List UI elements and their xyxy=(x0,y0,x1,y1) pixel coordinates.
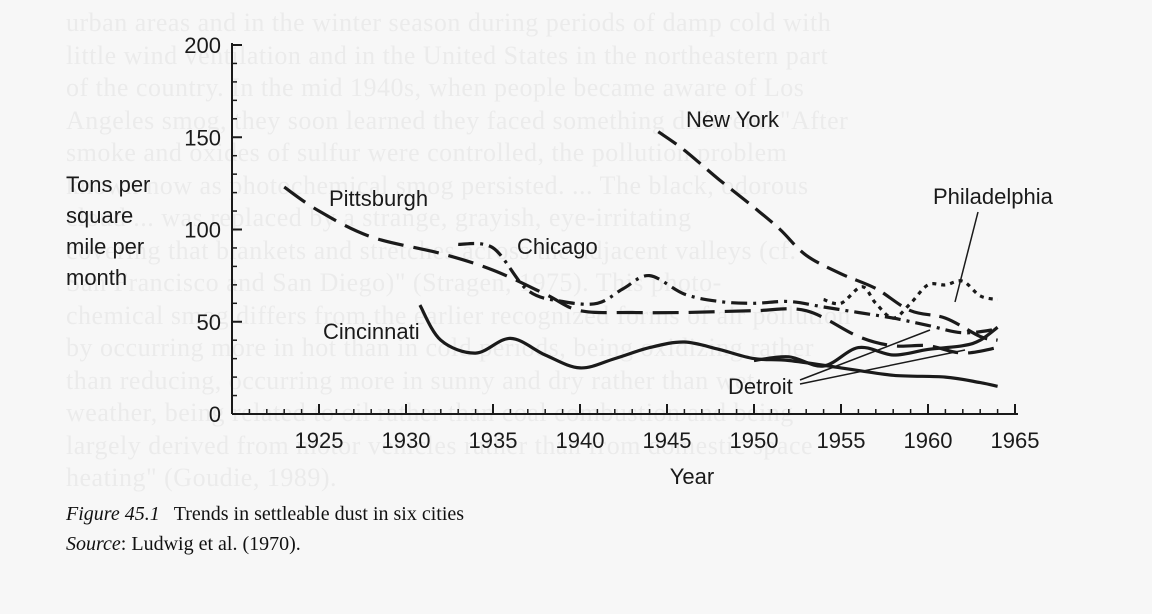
series-line-detroit xyxy=(753,326,999,368)
series-label-new-york: New York xyxy=(686,107,780,132)
figure-label: Figure 45.1 xyxy=(66,503,160,525)
series-line-philadelphia xyxy=(823,279,998,320)
series-line-cincinnati xyxy=(418,304,998,388)
x-tick-label: 1930 xyxy=(382,428,431,453)
chart-backdrop xyxy=(0,0,1152,500)
x-axis-title: Year xyxy=(670,464,714,489)
y-axis-title-line: mile per xyxy=(66,234,144,259)
detroit-leader-line-lower xyxy=(799,349,966,385)
y-axis-title-line: Tons per xyxy=(66,172,150,197)
labels-layer: New York Pittsburgh Chicago Philadelphia Cin… xyxy=(323,107,1054,399)
y-tick-label: 100 xyxy=(184,218,221,243)
series-line-pittsburgh xyxy=(283,185,998,355)
x-tick-label: 1945 xyxy=(643,428,692,453)
series-line-new-york xyxy=(657,130,998,342)
y-tick-label: 200 xyxy=(184,33,221,58)
x-tick-label: 1965 xyxy=(991,428,1040,453)
y-axis-title-line: month xyxy=(66,265,127,290)
series-line-chicago xyxy=(458,241,998,335)
series-label-pittsburgh: Pittsburgh xyxy=(329,186,428,211)
x-tick-label: 1925 xyxy=(295,428,344,453)
series-label-philadelphia: Philadelphia xyxy=(933,184,1054,209)
y-tick-label: 150 xyxy=(184,125,221,150)
figure-source: Source: Ludwig et al. (1970). xyxy=(66,533,301,556)
y-tick-label: 0 xyxy=(209,402,221,427)
y-tick-label: 50 xyxy=(197,310,221,335)
x-tick-label: 1935 xyxy=(469,428,518,453)
series-label-detroit: Detroit xyxy=(728,374,793,399)
axes: 0 50 100 150 200 1925 1930 1935 1940 1945 1950 1955… xyxy=(66,33,1039,489)
x-tick-label: 1950 xyxy=(730,428,779,453)
series-label-cincinnati: Cincinnati xyxy=(323,319,420,344)
source-text: : Ludwig et al. (1970). xyxy=(120,533,301,555)
detroit-leader-line-upper xyxy=(799,329,931,381)
x-tick-label: 1960 xyxy=(904,428,953,453)
figure-caption: Figure 45.1 Trends in settleable dust in … xyxy=(66,503,464,526)
x-tick-label: 1955 xyxy=(817,428,866,453)
y-axis-title-line: square xyxy=(66,203,133,228)
philadelphia-leader-line xyxy=(954,211,979,303)
source-label: Source xyxy=(66,533,121,555)
x-tick-label: 1940 xyxy=(556,428,605,453)
series-label-chicago: Chicago xyxy=(517,234,598,259)
chart: 0 50 100 150 200 1925 1930 1935 1940 1945 1950 1955… xyxy=(0,0,1152,500)
series-layer xyxy=(283,130,999,388)
figure-title: Trends in settleable dust in six cities xyxy=(173,503,465,525)
